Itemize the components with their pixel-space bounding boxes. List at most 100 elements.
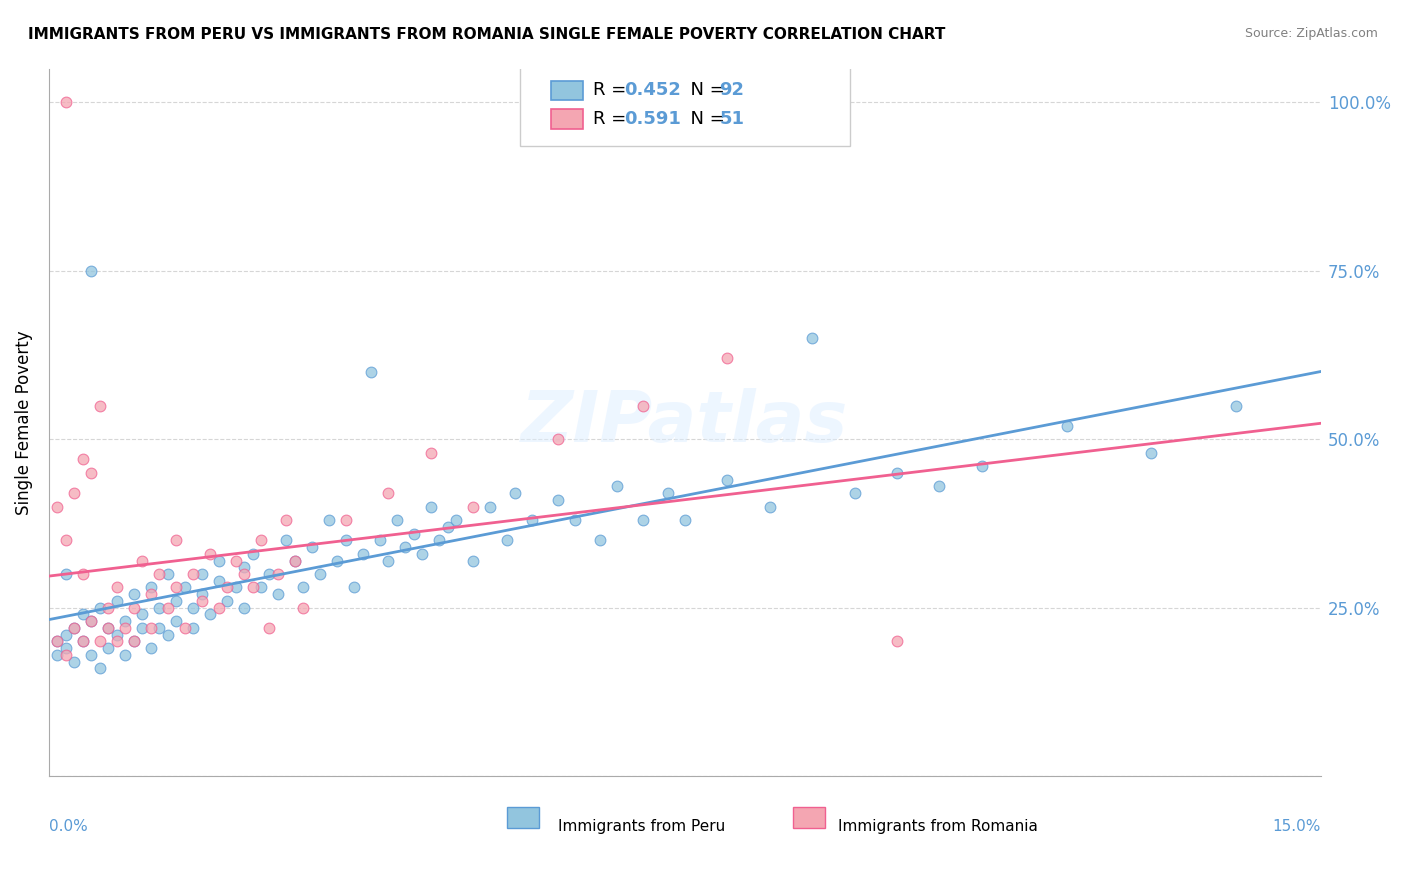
Text: Immigrants from Peru: Immigrants from Peru xyxy=(558,819,725,834)
Point xyxy=(55,566,77,581)
Point xyxy=(267,587,290,601)
Point xyxy=(80,614,103,628)
Text: 0.452: 0.452 xyxy=(624,81,681,99)
Point xyxy=(436,520,458,534)
Point xyxy=(89,661,111,675)
Text: 92: 92 xyxy=(720,81,744,99)
Point xyxy=(72,607,94,622)
Point xyxy=(1140,445,1163,459)
Point xyxy=(114,621,136,635)
Point xyxy=(318,513,340,527)
Point xyxy=(522,513,544,527)
Point xyxy=(97,621,120,635)
Point xyxy=(606,479,628,493)
Point xyxy=(46,500,69,514)
Point xyxy=(72,634,94,648)
Point xyxy=(233,600,256,615)
Point xyxy=(46,634,69,648)
Point xyxy=(97,600,120,615)
Point xyxy=(589,533,612,548)
Point xyxy=(631,399,654,413)
Text: 0.591: 0.591 xyxy=(624,110,681,128)
Point xyxy=(105,627,128,641)
Point xyxy=(190,587,212,601)
Point xyxy=(207,574,229,588)
Point xyxy=(419,500,441,514)
Point xyxy=(198,607,221,622)
Point xyxy=(444,513,467,527)
Text: IMMIGRANTS FROM PERU VS IMMIGRANTS FROM ROMANIA SINGLE FEMALE POVERTY CORRELATIO: IMMIGRANTS FROM PERU VS IMMIGRANTS FROM … xyxy=(28,27,945,42)
Y-axis label: Single Female Poverty: Single Female Poverty xyxy=(15,330,32,515)
Point xyxy=(716,351,738,366)
Point xyxy=(657,486,679,500)
Point xyxy=(673,513,696,527)
Text: Immigrants from Romania: Immigrants from Romania xyxy=(838,819,1038,834)
Point xyxy=(716,473,738,487)
Point xyxy=(886,634,908,648)
Point xyxy=(242,547,264,561)
Point xyxy=(564,513,586,527)
Point xyxy=(377,553,399,567)
Point xyxy=(198,547,221,561)
Point xyxy=(505,486,527,500)
Point xyxy=(165,594,187,608)
Point xyxy=(122,587,145,601)
Point xyxy=(148,566,170,581)
Point xyxy=(335,513,357,527)
Point xyxy=(385,513,408,527)
Point xyxy=(139,581,162,595)
Point xyxy=(156,600,179,615)
Point xyxy=(63,621,86,635)
Point xyxy=(284,553,307,567)
Text: N =: N = xyxy=(679,110,730,128)
Point xyxy=(89,634,111,648)
Point xyxy=(97,641,120,656)
FancyBboxPatch shape xyxy=(551,109,583,128)
Text: N =: N = xyxy=(679,81,730,99)
Text: Source: ZipAtlas.com: Source: ZipAtlas.com xyxy=(1244,27,1378,40)
Point xyxy=(63,655,86,669)
Point xyxy=(131,553,153,567)
Point xyxy=(190,566,212,581)
Point xyxy=(360,365,382,379)
Point xyxy=(63,486,86,500)
Point xyxy=(97,621,120,635)
Point xyxy=(394,540,416,554)
Text: R =: R = xyxy=(593,110,633,128)
Point xyxy=(631,513,654,527)
Point xyxy=(1225,399,1247,413)
Point xyxy=(343,581,366,595)
Point xyxy=(368,533,391,548)
Point xyxy=(547,432,569,446)
FancyBboxPatch shape xyxy=(793,806,825,828)
Point xyxy=(377,486,399,500)
Point xyxy=(55,648,77,662)
Point xyxy=(89,600,111,615)
Point xyxy=(1056,418,1078,433)
Text: 51: 51 xyxy=(720,110,744,128)
Point xyxy=(352,547,374,561)
Point xyxy=(259,566,281,581)
Point xyxy=(547,492,569,507)
Point xyxy=(801,331,824,345)
Point xyxy=(276,513,298,527)
Point xyxy=(72,634,94,648)
Point xyxy=(122,634,145,648)
Point xyxy=(478,500,501,514)
Point xyxy=(156,627,179,641)
Point xyxy=(233,560,256,574)
Point xyxy=(55,95,77,110)
Point xyxy=(131,621,153,635)
Point xyxy=(284,553,307,567)
Point xyxy=(139,587,162,601)
Point xyxy=(419,445,441,459)
Point xyxy=(114,614,136,628)
Point xyxy=(970,459,993,474)
Point xyxy=(165,614,187,628)
Point xyxy=(496,533,519,548)
Point xyxy=(335,533,357,548)
Point xyxy=(80,614,103,628)
Point xyxy=(105,594,128,608)
Point xyxy=(276,533,298,548)
Point xyxy=(72,566,94,581)
